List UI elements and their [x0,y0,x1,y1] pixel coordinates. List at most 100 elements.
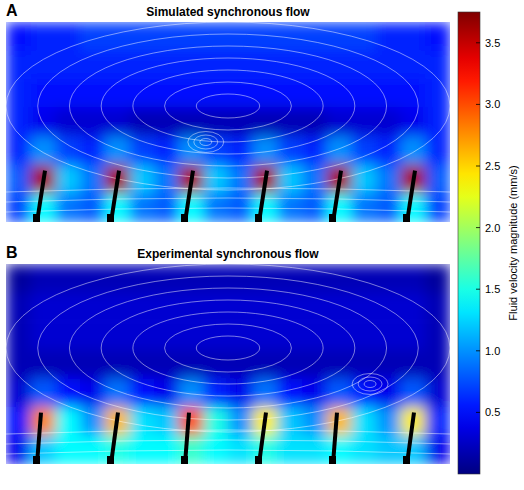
velocity-cell [80,293,105,322]
velocity-cell [376,136,401,165]
velocity-cell [31,435,56,464]
velocity-cell [376,321,401,350]
velocity-cell [401,378,426,407]
velocity-field [6,22,450,222]
vortex-line [352,374,388,395]
streamline [69,288,386,408]
cilium-base [33,456,40,464]
velocity-cell [425,108,450,137]
velocity-cell [129,407,154,436]
velocity-cell [302,79,327,108]
velocity-cell [351,136,376,165]
streamline [6,430,450,434]
streamlines [6,22,450,212]
streamline [6,450,450,454]
vortex-line [364,381,376,388]
velocity-cell [351,350,376,379]
cilium-base [107,214,114,222]
panel-letter: A [6,2,18,19]
velocity-cell [401,79,426,108]
cilium-base [107,456,114,464]
velocity-cell [277,293,302,322]
colorbar-tick [476,227,480,228]
velocity-cell [154,136,179,165]
velocity-cell [302,165,327,194]
streamline [196,336,259,360]
velocity-cell [105,264,130,293]
velocity-cell [277,165,302,194]
velocity-cell [277,51,302,80]
streamline [6,188,450,192]
streamline [6,440,450,444]
velocity-cell [376,51,401,80]
streamlines [6,264,450,454]
velocity-cell [6,321,31,350]
colorbar-tick-label: 1.5 [485,283,500,295]
velocity-cell [129,293,154,322]
velocity-cell [253,321,278,350]
velocity-cell [105,293,130,322]
velocity-cell [80,350,105,379]
velocity-cell [6,378,31,407]
velocity-cell [154,165,179,194]
velocity-cell [376,22,401,51]
velocity-cell [129,378,154,407]
velocity-cell [302,435,327,464]
velocity-cell [425,136,450,165]
velocity-cell [327,378,352,407]
cilium-base [181,214,188,222]
velocity-cell [425,193,450,222]
velocity-cell [203,378,228,407]
velocity-cell [179,321,204,350]
colorbar [458,12,480,474]
velocity-cell [401,264,426,293]
colorbar-tick [476,412,480,413]
colorbar-tick-label: 3.5 [485,37,500,49]
velocity-cell [203,108,228,137]
velocity-cell [6,293,31,322]
streamline [101,300,355,396]
velocity-cell [351,378,376,407]
velocity-cell [203,51,228,80]
velocity-cell [327,79,352,108]
cilia [33,413,414,464]
velocity-cell [351,435,376,464]
colorbar-tick-label: 1.0 [485,345,500,357]
cilium-base [329,214,336,222]
velocity-cell [55,321,80,350]
streamline [133,312,323,384]
velocity-cell [302,321,327,350]
velocity-cell [401,193,426,222]
velocity-cell [327,321,352,350]
velocity-cell [376,193,401,222]
colorbar-tick [476,42,480,43]
velocity-cell [376,264,401,293]
velocity-cell [6,165,31,194]
velocity-cell [425,22,450,51]
velocity-cell [55,293,80,322]
streamline [101,58,355,154]
velocity-cell [302,350,327,379]
velocity-cell [129,193,154,222]
velocity-cell [6,435,31,464]
velocity-cell [425,407,450,436]
velocity-cell [80,51,105,80]
velocity-cell [425,165,450,194]
velocity-cell [425,350,450,379]
panel-plot [6,22,450,222]
cilium-base [33,214,40,222]
velocity-cell [6,407,31,436]
velocity-cell [129,136,154,165]
velocity-cell [351,193,376,222]
velocity-cell [401,136,426,165]
colorbar-tick [476,166,480,167]
velocity-cell [425,264,450,293]
velocity-cell [129,264,154,293]
velocity-cell [129,350,154,379]
velocity-cell [425,293,450,322]
velocity-cell [425,321,450,350]
velocity-cell [302,108,327,137]
velocity-cell [105,51,130,80]
velocity-cell [105,378,130,407]
velocity-cell [154,407,179,436]
